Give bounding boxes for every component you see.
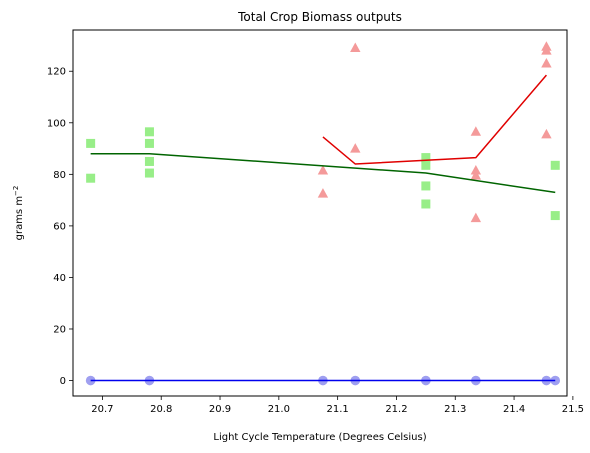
y-tick-label: 40 (53, 273, 66, 284)
series-2-point-12 (551, 161, 560, 170)
axis-ticks: 20.7 20.8 20.9 21.0 21.1 21.2 21.3 21.4 21.5 0 20 4… (47, 67, 584, 415)
y-tick-label: 0 (60, 376, 66, 387)
series-2-point-8 (421, 181, 430, 190)
series-1-point-9 (541, 129, 551, 139)
y-axis-label-exponent: −2 (12, 186, 20, 196)
series-1-point-5 (471, 213, 481, 223)
y-tick-label: 20 (53, 324, 66, 335)
y-tick-label: 60 (53, 221, 66, 232)
series-2-point-2 (86, 139, 95, 148)
x-tick-label: 20.7 (91, 404, 113, 415)
series-1-point-8 (471, 126, 481, 136)
chart-title: Total Crop Biomass outputs (237, 10, 402, 24)
series-2-point-6 (145, 127, 154, 136)
x-tick-label: 20.8 (150, 404, 172, 415)
x-tick-label: 21.1 (327, 404, 349, 415)
series-1-point-12 (541, 41, 551, 51)
x-tick-label: 21.4 (503, 404, 525, 415)
y-tick-label: 80 (53, 170, 66, 181)
series-2-point-1 (86, 174, 95, 183)
x-tick-label: 21.0 (268, 404, 290, 415)
series-2-point-3 (145, 169, 154, 178)
y-axis-label: grams m−2 (12, 186, 25, 241)
series-2-point-5 (145, 139, 154, 148)
x-tick-label: 21.3 (444, 404, 466, 415)
x-tick-label: 20.9 (209, 404, 231, 415)
series-2-point-11 (551, 211, 560, 220)
x-tick-label: 21.5 (562, 404, 584, 415)
series-2-point-4 (145, 157, 154, 166)
y-tick-label: 120 (47, 67, 66, 78)
plot-frame (73, 30, 567, 396)
series-2-point-7 (421, 199, 430, 208)
series-2-point-9 (421, 161, 430, 170)
x-tick-label: 21.2 (385, 404, 407, 415)
plot-area (86, 41, 560, 385)
series-1-point-4 (350, 43, 360, 53)
x-axis-label: Light Cycle Temperature (Degrees Celsius… (213, 432, 426, 443)
series-1-point-10 (541, 58, 551, 68)
y-tick-label: 100 (47, 118, 66, 129)
y-axis-label-main: grams m (14, 196, 25, 240)
series-1-point-1 (318, 188, 328, 198)
series-1-point-3 (350, 143, 360, 153)
series-1-point-7 (471, 165, 481, 175)
